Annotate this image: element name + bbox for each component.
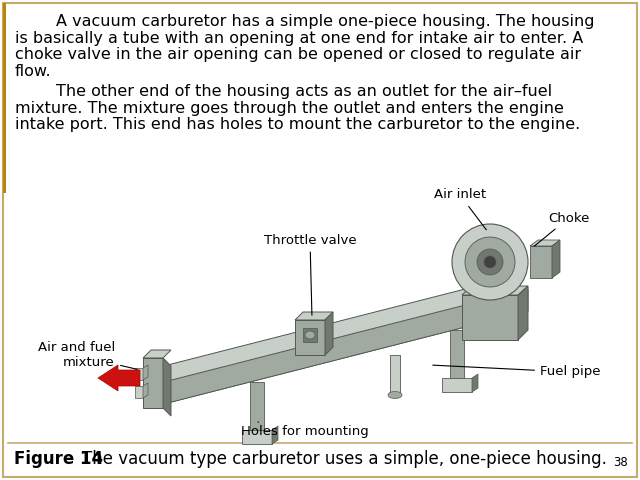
Text: The vacuum type carburetor uses a simple, one-piece housing.: The vacuum type carburetor uses a simple…	[82, 450, 607, 468]
Polygon shape	[552, 240, 560, 278]
Polygon shape	[143, 358, 163, 408]
Polygon shape	[390, 355, 400, 393]
Polygon shape	[295, 312, 333, 320]
Polygon shape	[148, 297, 528, 406]
Polygon shape	[518, 286, 528, 340]
Polygon shape	[442, 378, 472, 392]
Text: choke valve in the air opening can be opened or closed to regulate air: choke valve in the air opening can be op…	[15, 47, 581, 62]
Polygon shape	[135, 386, 143, 398]
Polygon shape	[472, 374, 478, 392]
Polygon shape	[156, 289, 528, 406]
Text: Choke: Choke	[534, 212, 589, 246]
Text: Air and fuel
mixture: Air and fuel mixture	[38, 341, 138, 370]
Text: A vacuum carburetor has a simple one-piece housing. The housing: A vacuum carburetor has a simple one-pie…	[15, 14, 595, 29]
Polygon shape	[135, 368, 143, 380]
Text: Fuel pipe: Fuel pipe	[433, 365, 600, 379]
Polygon shape	[530, 246, 552, 278]
Polygon shape	[450, 330, 464, 382]
Circle shape	[477, 249, 503, 275]
Circle shape	[465, 237, 515, 287]
Polygon shape	[242, 430, 272, 444]
Text: 38: 38	[613, 456, 628, 469]
Bar	[3, 3, 6, 193]
Text: intake port. This end has holes to mount the carburetor to the engine.: intake port. This end has holes to mount…	[15, 117, 580, 132]
FancyBboxPatch shape	[3, 3, 637, 477]
Text: Throttle valve: Throttle valve	[264, 233, 356, 315]
Text: is basically a tube with an opening at one end for intake air to enter. A: is basically a tube with an opening at o…	[15, 31, 583, 46]
Ellipse shape	[305, 331, 315, 339]
Text: mixture. The mixture goes through the outlet and enters the engine: mixture. The mixture goes through the ou…	[15, 100, 564, 116]
Polygon shape	[462, 286, 528, 295]
Text: Holes for mounting: Holes for mounting	[241, 422, 369, 439]
Circle shape	[452, 224, 528, 300]
Polygon shape	[462, 295, 518, 340]
Circle shape	[484, 256, 496, 268]
Text: The other end of the housing acts as an outlet for the air–fuel: The other end of the housing acts as an …	[15, 84, 552, 99]
Polygon shape	[143, 365, 148, 380]
FancyArrow shape	[98, 365, 140, 391]
Polygon shape	[325, 312, 333, 355]
Polygon shape	[250, 382, 264, 434]
Polygon shape	[148, 297, 520, 400]
Text: Figure 14: Figure 14	[14, 450, 109, 468]
Polygon shape	[303, 328, 317, 342]
Polygon shape	[143, 383, 148, 398]
Polygon shape	[163, 358, 171, 416]
Text: flow.: flow.	[15, 63, 52, 79]
Polygon shape	[295, 320, 325, 355]
Polygon shape	[143, 350, 171, 358]
Polygon shape	[148, 275, 520, 392]
Ellipse shape	[388, 392, 402, 398]
Text: Air inlet: Air inlet	[434, 189, 486, 230]
Polygon shape	[530, 240, 560, 246]
Polygon shape	[272, 426, 278, 444]
